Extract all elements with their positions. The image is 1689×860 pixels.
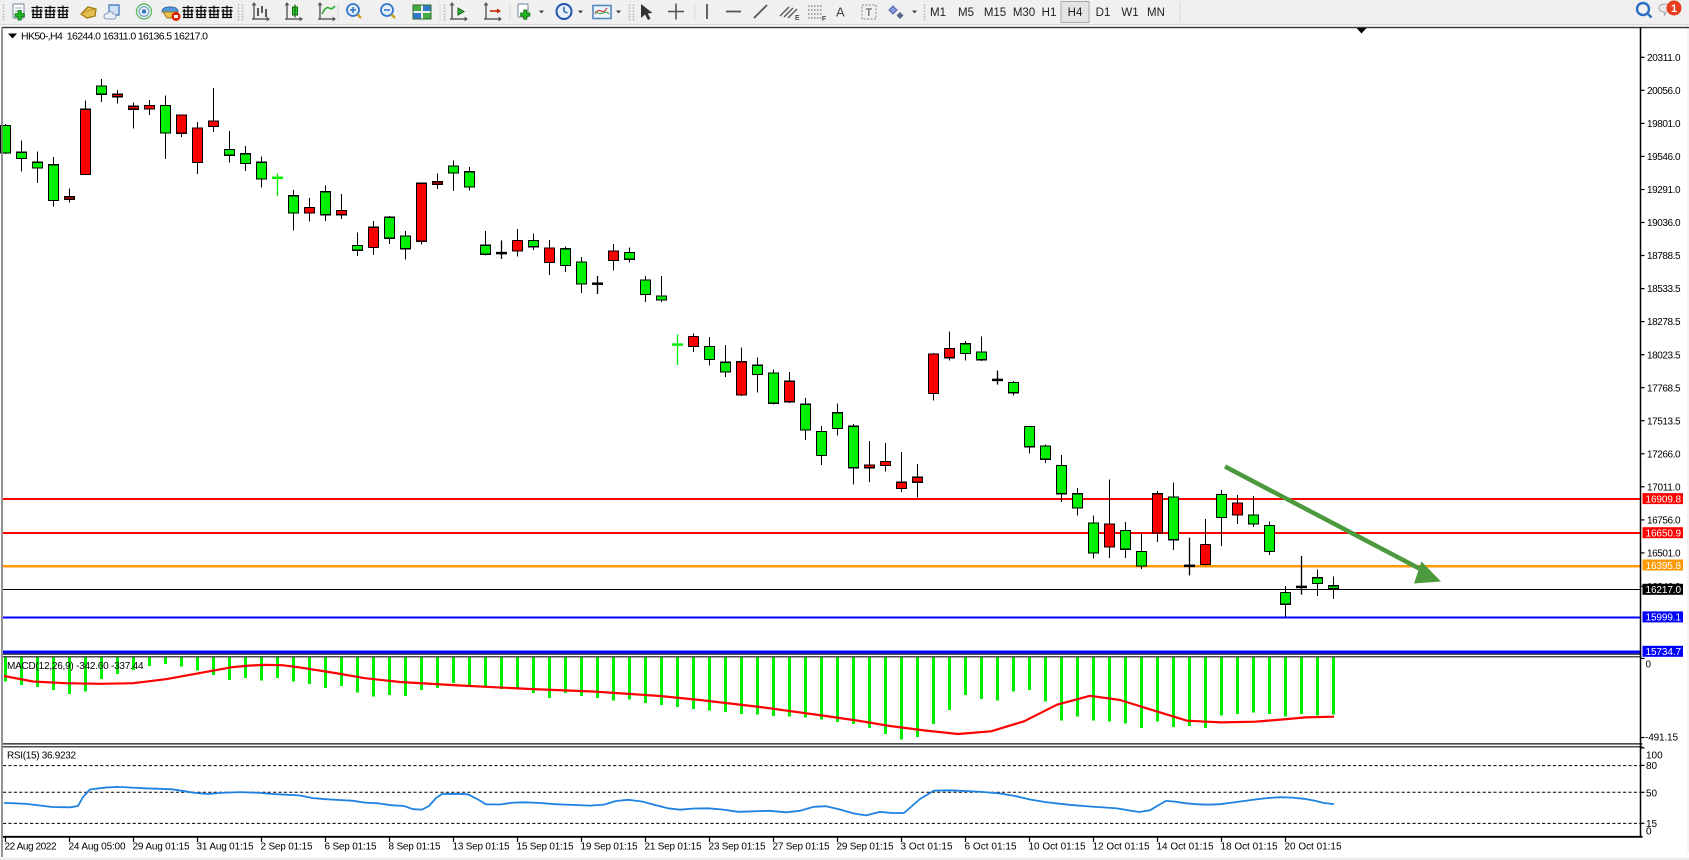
svg-text:-491.15: -491.15 (1645, 733, 1678, 744)
svg-text:29 Aug 01:15: 29 Aug 01:15 (133, 842, 190, 853)
svg-text:14 Oct 01:15: 14 Oct 01:15 (1157, 842, 1214, 853)
svg-text:50: 50 (1646, 788, 1658, 799)
svg-text:17513.5: 17513.5 (1647, 416, 1681, 427)
svg-text:M30: M30 (1013, 7, 1035, 19)
svg-text:19036.0: 19036.0 (1647, 218, 1681, 229)
svg-text:W1: W1 (1121, 7, 1138, 19)
svg-text:MACD(12,26,9) -342.60 -337.44: MACD(12,26,9) -342.60 -337.44 (7, 661, 144, 672)
svg-text:22 Aug 2022: 22 Aug 2022 (5, 842, 57, 853)
svg-text:6 Sep 01:15: 6 Sep 01:15 (325, 842, 377, 853)
svg-text:100: 100 (1646, 751, 1663, 762)
svg-text:19546.0: 19546.0 (1647, 152, 1681, 163)
svg-text:3 Oct 01:15: 3 Oct 01:15 (901, 842, 953, 853)
svg-text:10 Oct 01:15: 10 Oct 01:15 (1029, 842, 1086, 853)
svg-text:24 Aug 05:00: 24 Aug 05:00 (69, 842, 126, 853)
svg-text:16909.8: 16909.8 (1646, 494, 1682, 505)
svg-text:12 Oct 01:15: 12 Oct 01:15 (1093, 842, 1150, 853)
svg-text:19801.0: 19801.0 (1647, 119, 1681, 130)
svg-text:19 Sep 01:15: 19 Sep 01:15 (581, 842, 638, 853)
svg-text:15734.7: 15734.7 (1646, 647, 1682, 658)
svg-text:F: F (822, 16, 826, 23)
svg-text:0: 0 (1646, 660, 1652, 671)
svg-text:18 Oct 01:15: 18 Oct 01:15 (1221, 842, 1278, 853)
svg-text:16395.8: 16395.8 (1646, 561, 1682, 572)
svg-text:E: E (795, 15, 800, 22)
svg-text:20311.0: 20311.0 (1647, 53, 1681, 64)
svg-text:27 Sep 01:15: 27 Sep 01:15 (773, 842, 830, 853)
svg-text:20 Oct 01:15: 20 Oct 01:15 (1285, 842, 1342, 853)
svg-text:18278.5: 18278.5 (1647, 317, 1681, 328)
svg-text:23 Sep 01:15: 23 Sep 01:15 (709, 842, 766, 853)
svg-text:D1: D1 (1096, 7, 1111, 19)
svg-text:6 Oct 01:15: 6 Oct 01:15 (965, 842, 1017, 853)
svg-text:16756.0: 16756.0 (1647, 516, 1681, 527)
svg-text:18788.5: 18788.5 (1647, 251, 1681, 262)
svg-text:31 Aug 01:15: 31 Aug 01:15 (197, 842, 254, 853)
svg-text:H4: H4 (1068, 7, 1083, 19)
svg-text:16217.0: 16217.0 (1646, 585, 1682, 596)
svg-text:29 Sep 01:15: 29 Sep 01:15 (837, 842, 894, 853)
svg-text:HK50-,H4 16244.0 16311.0 1613: HK50-,H4 16244.0 16311.0 16136.5 16217.0 (21, 31, 208, 43)
svg-text:20056.0: 20056.0 (1647, 86, 1681, 97)
svg-text:2 Sep 01:15: 2 Sep 01:15 (261, 842, 313, 853)
svg-text:M15: M15 (984, 7, 1006, 19)
svg-text:MN: MN (1147, 7, 1165, 19)
svg-text:T: T (866, 7, 873, 19)
svg-text:A: A (836, 5, 845, 20)
svg-text:16501.0: 16501.0 (1647, 549, 1681, 560)
svg-text:17768.5: 17768.5 (1647, 383, 1681, 394)
svg-text:17011.0: 17011.0 (1647, 482, 1681, 493)
svg-text:18533.5: 18533.5 (1647, 284, 1681, 295)
svg-text:0: 0 (1646, 826, 1652, 837)
svg-text:13 Sep 01:15: 13 Sep 01:15 (453, 842, 510, 853)
svg-text:M5: M5 (958, 7, 974, 19)
svg-text:8 Sep 01:15: 8 Sep 01:15 (389, 842, 441, 853)
svg-text:1: 1 (1671, 3, 1677, 15)
svg-text:M1: M1 (930, 7, 946, 19)
svg-text:19291.0: 19291.0 (1647, 185, 1681, 196)
svg-text:15: 15 (1646, 819, 1658, 830)
svg-text:15999.1: 15999.1 (1646, 613, 1682, 624)
svg-text:18023.5: 18023.5 (1647, 350, 1681, 361)
svg-text:16650.9: 16650.9 (1646, 529, 1682, 540)
svg-text:80: 80 (1646, 761, 1658, 772)
svg-text:H1: H1 (1042, 7, 1057, 19)
svg-text:RSI(15) 36.9232: RSI(15) 36.9232 (7, 751, 76, 762)
svg-text:21 Sep 01:15: 21 Sep 01:15 (645, 842, 702, 853)
svg-text:15 Sep 01:15: 15 Sep 01:15 (517, 842, 574, 853)
svg-text:17266.0: 17266.0 (1647, 449, 1681, 460)
